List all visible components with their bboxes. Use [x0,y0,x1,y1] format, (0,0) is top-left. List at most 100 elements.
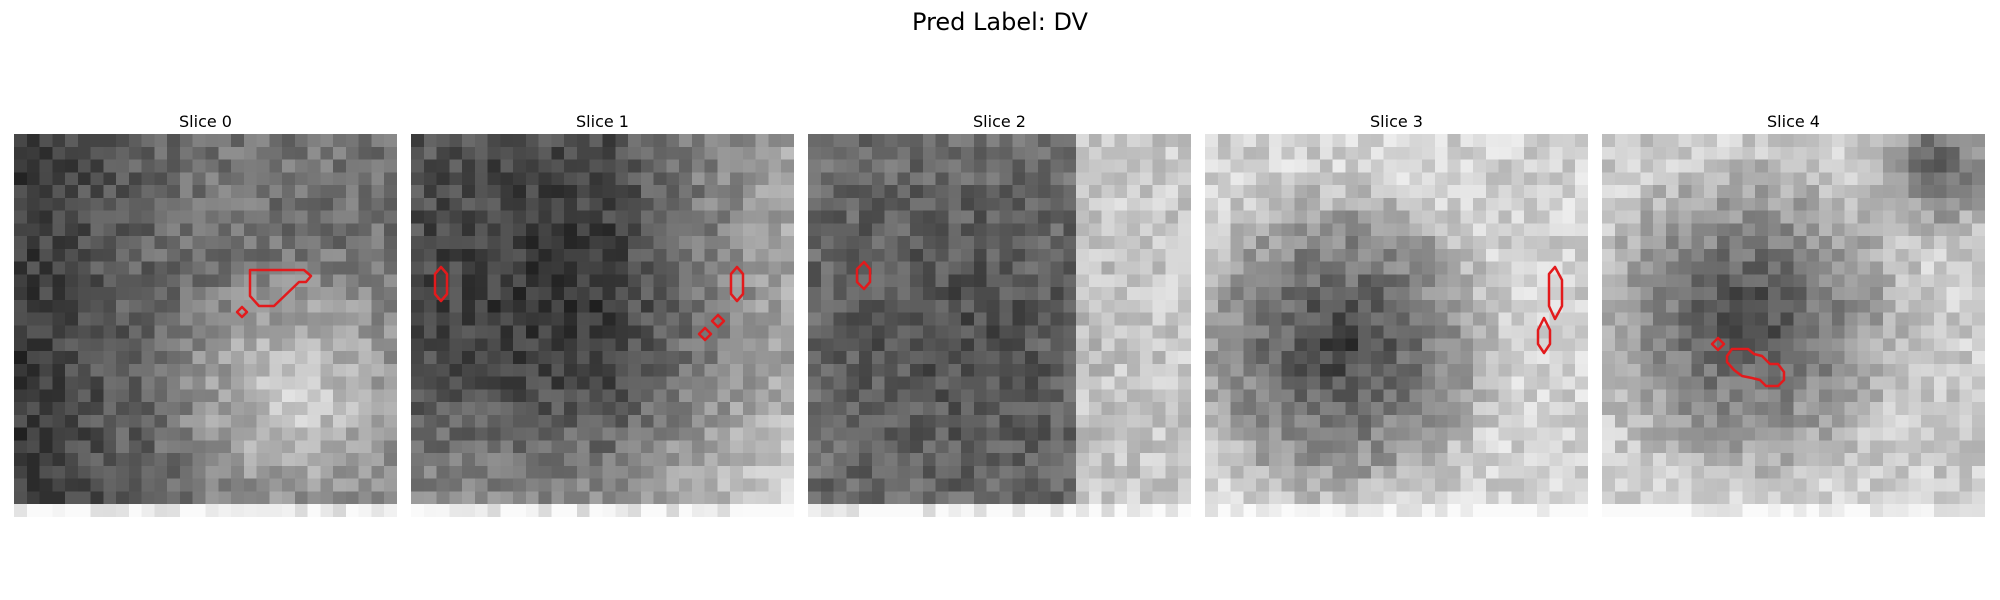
pixel [1536,261,1551,276]
pixel [1165,197,1179,212]
pixel [1536,376,1551,390]
pixel [358,248,373,263]
pixel [704,274,718,288]
pixel [307,465,321,480]
pixel-grid [1205,134,1588,517]
pixel [1729,299,1744,314]
pixel [755,363,770,378]
pixel [1139,325,1154,339]
pixel [1562,427,1576,441]
pixel [103,287,117,301]
pixel [1946,376,1961,390]
pixel [14,223,28,237]
pixel [423,491,438,505]
pixel [141,261,156,276]
pixel [154,376,168,390]
pixel [205,491,219,505]
pixel [358,134,373,148]
pixel [384,312,397,327]
pixel [1704,134,1718,148]
pixel [103,236,117,250]
pixel [1806,414,1820,429]
pixel [820,172,835,186]
pixel [1511,146,1525,161]
pixel [1447,223,1461,237]
pixel [538,223,553,237]
pixel [897,338,911,352]
pixel [205,338,219,352]
pixel [1755,159,1769,173]
pixel [525,210,540,224]
pixel [1485,287,1500,301]
pixel [449,491,463,505]
pixel [1152,402,1167,416]
pixel [1933,248,1948,263]
pixel [1640,427,1654,441]
pixel [1614,440,1629,454]
pixel [1460,402,1474,416]
pixel [1025,389,1039,403]
pixel [269,453,283,467]
pixel [1294,236,1308,250]
pixel [948,427,962,441]
pixel [615,491,629,505]
pixel [1678,197,1692,212]
pixel [525,172,540,186]
pixel [986,402,1001,416]
pixel [1627,223,1641,237]
pixel [1012,146,1026,161]
pixel [1319,134,1334,148]
pixel [103,274,117,288]
pixel [243,440,258,454]
pixel [1485,389,1500,403]
pixel [14,402,28,416]
pixel [1653,427,1667,441]
pixel [1691,453,1705,467]
pixel [371,351,385,365]
pixel [615,274,629,288]
pixel [52,134,66,148]
pixel [154,299,168,314]
pixel [1908,325,1922,339]
pixel [1729,261,1744,276]
pixel [1627,389,1641,403]
pixel [640,274,655,288]
pixel [1767,427,1782,441]
pixel [384,287,397,301]
pixel [411,197,425,212]
pixel [1691,236,1705,250]
pixel [1562,504,1576,517]
pixel [730,389,744,403]
pixel [1742,478,1756,493]
pixel [423,299,438,314]
pixel [1844,236,1858,250]
pixel [65,453,79,467]
pixel [884,325,898,339]
pixel [1217,248,1232,263]
pixel [1101,338,1115,352]
pixel [307,453,321,467]
pixel [973,504,988,517]
pixel [1729,197,1744,212]
pixel [423,261,438,276]
pixel [1767,236,1782,250]
pixel [65,427,79,441]
pixel [973,312,988,327]
pixel [1165,159,1179,173]
pixel [462,504,476,517]
pixel [1908,134,1922,148]
pixel [1895,248,1909,263]
pixel [1422,414,1436,429]
pixel [640,134,655,148]
pixel [500,223,514,237]
pixel [1716,248,1731,263]
pixel [1844,134,1858,148]
pixel [576,299,591,314]
pixel [653,312,667,327]
pixel [116,325,130,339]
pixel [154,363,168,378]
pixel [1178,402,1191,416]
pixel [1152,210,1167,224]
pixel [371,363,385,378]
pixel [269,287,283,301]
